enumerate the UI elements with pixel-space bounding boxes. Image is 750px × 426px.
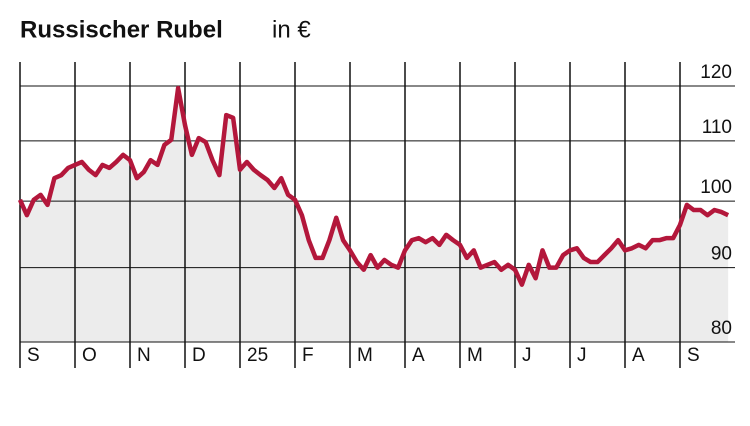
y-tick-label: 120 [700,62,732,83]
x-tick-label: A [632,345,645,366]
x-tick-label: N [137,345,151,366]
chart-title: Russischer Rubel [20,16,223,43]
y-tick-label: 110 [702,117,732,138]
x-tick-label: J [522,345,532,366]
x-tick-label: D [192,345,206,366]
x-tick-label: 25 [247,345,268,366]
y-tick-label: 90 [711,244,732,265]
x-tick-label: J [577,345,587,366]
x-tick-label: A [412,345,425,366]
x-tick-label: M [357,345,373,366]
x-tick-label: S [687,345,700,366]
x-tick-label: O [82,345,97,366]
x-tick-label: M [467,345,483,366]
area [20,88,729,342]
x-tick-label: F [302,345,314,366]
x-tick-label: S [27,345,40,366]
y-tick-label: 80 [711,318,732,339]
line [17,85,730,287]
y-tick-label: 100 [700,177,732,198]
chart-subtitle: in € [272,16,311,43]
